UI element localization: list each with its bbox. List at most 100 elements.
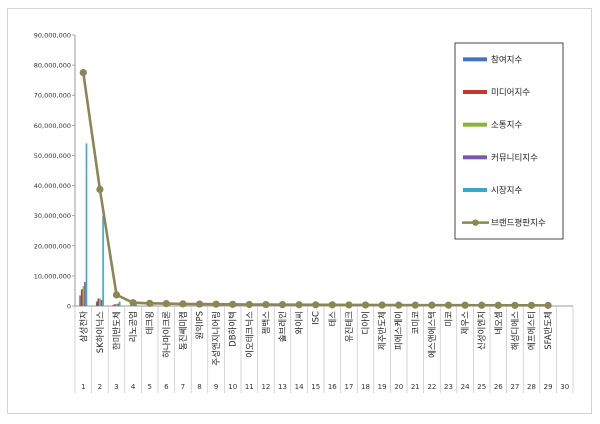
- category-label: 하나마이크론: [161, 311, 172, 358]
- rank-label: 9: [214, 383, 218, 391]
- y-tick-label: 40,000,000: [34, 182, 71, 190]
- point-브랜드평판지수: [179, 300, 187, 308]
- bar-미디어지수: [80, 289, 83, 306]
- rank-label: 19: [378, 383, 387, 391]
- rank-label: 21: [411, 383, 420, 391]
- category-label: 삼성전자: [78, 311, 89, 342]
- bar-참여지수: [95, 301, 98, 306]
- point-브랜드평판지수: [527, 301, 536, 309]
- rank-label: 7: [181, 383, 185, 391]
- category-label: ISC: [312, 311, 322, 325]
- brand-reputation-chart: 0 10,000,000 20,000,000 30,000,000 40,000,00…: [34, 32, 574, 393]
- rank-label: 25: [477, 383, 486, 391]
- category-label: 에스앤에스텍: [427, 311, 438, 358]
- category-label: DB하이텍: [228, 311, 239, 347]
- category-label: 피에스케이: [394, 311, 405, 350]
- rank-label: 10: [228, 383, 237, 391]
- y-tick-label: 50,000,000: [34, 152, 71, 160]
- point-브랜드평판지수: [544, 301, 552, 309]
- bar-커뮤니티지수: [100, 299, 103, 306]
- y-tick-label: 10,000,000: [34, 272, 71, 280]
- category-label: 유진테크: [344, 311, 355, 342]
- point-브랜드평판지수: [312, 301, 320, 309]
- category-label: 네오셈: [494, 311, 504, 334]
- point-브랜드평판지수: [411, 301, 419, 309]
- category-label: 와이씨: [294, 311, 305, 334]
- category-label: 테크윙: [145, 311, 156, 334]
- rank-label: 26: [494, 383, 503, 391]
- bar-소통지수: [82, 286, 85, 306]
- point-브랜드평판지수: [494, 301, 502, 309]
- bar-시장지수: [168, 305, 171, 306]
- point-브랜드평판지수: [461, 301, 469, 309]
- legend-label: 커뮤니티지수: [491, 152, 538, 163]
- bar-시장지수: [85, 143, 88, 306]
- legend-label: 소통지수: [491, 121, 522, 131]
- bar-시장지수: [118, 301, 121, 306]
- y-tick-label: 80,000,000: [34, 62, 71, 70]
- point-브랜드평판지수: [146, 299, 154, 307]
- category-label: 젬백스: [261, 311, 272, 335]
- legend-swatch: [463, 188, 487, 192]
- bar-시장지수: [185, 305, 187, 306]
- point-브랜드평판지수: [195, 300, 204, 308]
- category-label: 미코: [445, 311, 455, 327]
- category-label: 동진쎄미켐: [178, 311, 189, 350]
- y-tick-label: 30,000,000: [34, 212, 71, 220]
- rank-label: 8: [197, 383, 201, 391]
- point-브랜드평판지수: [295, 301, 303, 309]
- rank-label: 1: [81, 383, 85, 391]
- rank-label: 27: [510, 383, 519, 391]
- bar-참여지수: [112, 304, 115, 306]
- rank-label: 12: [261, 383, 270, 391]
- legend-swatch: [463, 155, 487, 160]
- point-브랜드평판지수: [229, 300, 237, 308]
- bar-커뮤니티지수: [84, 281, 86, 306]
- rank-label: 11: [245, 383, 254, 391]
- rank-label: 20: [394, 383, 403, 391]
- rank-label: 15: [311, 383, 320, 391]
- rank-label: 22: [427, 383, 436, 391]
- category-label: 코미코: [411, 311, 421, 335]
- point-브랜드평판지수: [345, 301, 353, 309]
- rank-label: 13: [278, 383, 287, 391]
- bar-시장지수: [152, 305, 154, 306]
- point-브랜드평판지수: [262, 300, 270, 309]
- point-브랜드평판지수: [245, 300, 253, 309]
- legend-box: [454, 42, 564, 240]
- rank-label: 17: [344, 383, 353, 391]
- legend-label: 미디어지수: [491, 87, 530, 98]
- rank-label: 23: [444, 383, 453, 391]
- bar-커뮤니티지수: [117, 303, 119, 306]
- rank-label: 2: [98, 383, 102, 391]
- rank-label: 6: [164, 383, 169, 391]
- bar-소통지수: [99, 298, 101, 306]
- category-label: 해성디에스: [511, 311, 521, 350]
- point-브랜드평판지수: [112, 291, 121, 299]
- bar-참여지수: [79, 295, 81, 306]
- point-브랜드평판지수: [162, 299, 170, 308]
- y-tick-label: 20,000,000: [34, 242, 71, 250]
- category-label: 제주반도체: [377, 311, 388, 350]
- point-브랜드평판지수: [96, 185, 104, 194]
- category-label: 한미반도체: [112, 311, 123, 350]
- y-tick-label: 90,000,000: [34, 32, 71, 40]
- y-tick-label: 70,000,000: [34, 92, 71, 100]
- y-tick-label: 0: [67, 303, 71, 311]
- point-브랜드평판지수: [361, 301, 370, 309]
- legend-swatch: [463, 122, 487, 127]
- point-브랜드평판지수: [395, 301, 403, 309]
- y-tick-label: 60,000,000: [34, 122, 71, 130]
- category-label: 주성엔지니어링: [211, 311, 222, 366]
- rank-label: 14: [295, 383, 304, 391]
- category-label: 솔브레인: [278, 311, 289, 342]
- category-label: SK하이닉스: [95, 311, 106, 353]
- bar-소통지수: [115, 303, 118, 306]
- category-label: 이오테크닉스: [244, 311, 255, 358]
- point-브랜드평판지수: [212, 300, 220, 308]
- rank-label: 24: [461, 383, 470, 391]
- point-브랜드평판지수: [278, 301, 287, 309]
- legend-swatch-marker: [472, 219, 479, 226]
- legend-swatch: [463, 90, 487, 94]
- rank-label: 3: [114, 383, 118, 391]
